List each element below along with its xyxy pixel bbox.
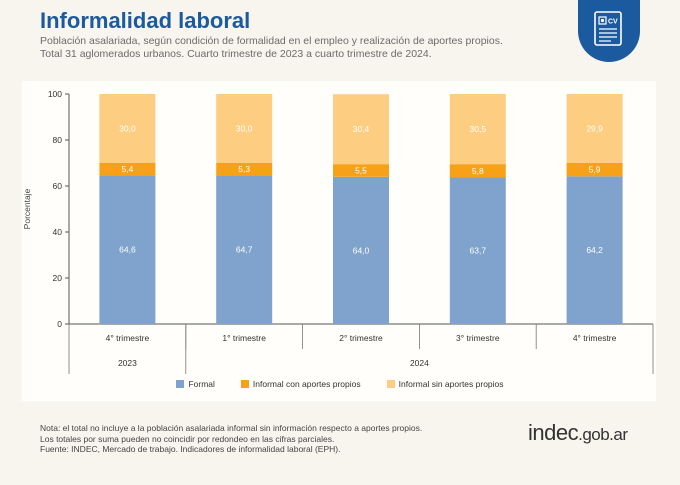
subtitle: Población asalariada, según condición de…: [40, 35, 560, 61]
data-label: 5,4: [121, 164, 133, 174]
data-label: 64,2: [586, 245, 603, 255]
note-line: Los totales por suma pueden no coincidir…: [40, 433, 335, 444]
x-tick-label: 2° trimestre: [339, 333, 383, 343]
legend-label-informal-sin: Informal sin aportes propios: [398, 379, 504, 389]
data-label: 29,9: [586, 123, 603, 133]
data-label: 64,7: [236, 245, 253, 255]
legend: Formal Informal con aportes propios Info…: [0, 379, 680, 389]
indec-logo[interactable]: indec.gob.ar: [528, 420, 628, 446]
bar-segment: [566, 162, 623, 177]
bar-segment: [333, 94, 389, 165]
bars: 64,6 5,4 30,0 64,7 5,3 30,0 64,0 5,5 30,4 63,7 5,8…: [99, 94, 623, 324]
page-title: Informalidad laboral: [40, 8, 251, 33]
y-tick-label: 40: [53, 227, 63, 237]
x-tick-label: 1° trimestre: [222, 333, 266, 343]
subtitle-line-2: Total 31 aglomerados urbanos. Cuarto tri…: [40, 48, 432, 60]
bar-segment: [99, 94, 156, 163]
brand-suffix: .gob.ar: [578, 425, 628, 444]
bar-segment: [216, 163, 273, 176]
cv-document-icon: CV: [594, 11, 622, 46]
year-group-label: 2024: [410, 358, 429, 368]
bar-segment: [333, 164, 389, 177]
stacked-bar-chart: 0 20 40 60 80 100 64,6 5,4 30,0 64,7 5,3 30,0 64,0 5…: [22, 89, 654, 374]
cv-label: CV: [608, 19, 618, 26]
y-axis-label: Porcentaje: [22, 188, 32, 229]
bar-segment: [216, 175, 273, 324]
data-label: 5,9: [589, 165, 601, 175]
y-tick-label: 20: [53, 273, 63, 283]
subtitle-line-1: Población asalariada, según condición de…: [40, 35, 503, 47]
bar-segment: [333, 176, 389, 324]
legend-label-informal-con: Informal con aportes propios: [252, 379, 361, 389]
y-tick-label: 100: [48, 89, 62, 99]
legend-item-informal-sin: Informal sin aportes propios: [386, 379, 504, 389]
y-tick-label: 80: [53, 135, 63, 145]
source-line: Fuente: INDEC, Mercado de trabajo. Indic…: [40, 444, 341, 454]
data-label: 64,6: [119, 245, 136, 255]
legend-item-formal: Formal: [176, 379, 215, 389]
data-label: 64,0: [353, 245, 370, 255]
x-tick-label: 4° trimestre: [573, 333, 617, 343]
cv-badge: CV: [578, 0, 640, 62]
legend-item-informal-con: Informal con aportes propios: [240, 379, 361, 389]
data-label: 63,7: [470, 246, 487, 256]
x-tick-label: 3° trimestre: [456, 333, 500, 343]
legend-swatch-formal: [176, 380, 185, 388]
data-label: 30,4: [353, 124, 370, 134]
data-label: 30,0: [119, 124, 136, 134]
bar-segment: [99, 175, 156, 324]
notes: Nota: el total no incluye a la población…: [40, 423, 422, 455]
bar-segment: [449, 94, 506, 165]
bar-segment: [99, 163, 156, 176]
x-axis-labels: 4° trimestre 1° trimestre 2° trimestre 3° t…: [106, 333, 617, 368]
legend-swatch-informal-con: [240, 380, 249, 388]
bar-segment: [566, 94, 623, 163]
bar-segment: [216, 94, 273, 163]
bar-segment: [449, 164, 506, 178]
chart-area: 0 20 40 60 80 100 64,6 5,4 30,0 64,7 5,3 30,0 64,0 5…: [22, 81, 656, 401]
legend-swatch-informal-sin: [386, 380, 395, 388]
legend-label-formal: Formal: [188, 379, 215, 389]
data-label: 5,3: [238, 164, 250, 174]
note-line: Nota: el total no incluye a la población…: [40, 423, 423, 433]
y-tick-label: 60: [53, 181, 63, 191]
bar-segment: [449, 177, 506, 324]
data-label: 30,0: [236, 124, 253, 134]
bar-segment: [566, 176, 623, 324]
year-group-label: 2023: [118, 358, 137, 368]
y-tick-label: 0: [57, 319, 62, 329]
data-label: 30,5: [470, 124, 487, 134]
data-label: 5,5: [355, 165, 367, 175]
brand-main: indec: [528, 420, 579, 445]
data-label: 5,8: [472, 166, 484, 176]
axes: 0 20 40 60 80 100: [48, 89, 654, 374]
x-tick-label: 4° trimestre: [106, 333, 150, 343]
